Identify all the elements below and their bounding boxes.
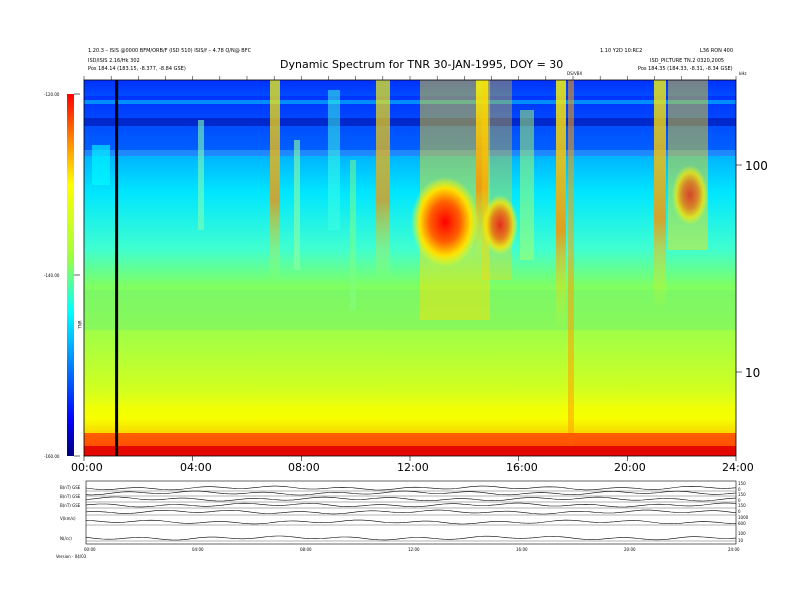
- x-tick-2400: 24:00: [722, 461, 754, 474]
- storm-hotspot: [411, 177, 479, 267]
- kp-x-tick-6: 24:00: [728, 547, 740, 552]
- kp-trace-3: [85, 502, 737, 508]
- key-parameter-panel: [85, 480, 737, 545]
- x-tick-1200: 12:00: [397, 461, 429, 474]
- kp-x-tick-2: 08:00: [300, 547, 312, 552]
- x-tick-0800: 08:00: [288, 461, 320, 474]
- kp-x-tick-4: 16:00: [516, 547, 528, 552]
- kp-right-tick-5: 150: [738, 503, 746, 508]
- colorbar-tick-bottom: -160.00: [44, 454, 60, 459]
- kp-right-tick-3: 150: [738, 492, 746, 497]
- x-tick-0000: 00:00: [71, 461, 103, 474]
- kp-trace-0: [85, 485, 737, 491]
- kp-right-tick-4: 0: [738, 498, 741, 503]
- y-tick-10: 10: [745, 366, 761, 380]
- kp-right-tick-6: 0: [738, 509, 741, 514]
- kHz-label: kHz: [739, 71, 747, 76]
- kp-x-tick-0: 00:00: [84, 547, 96, 552]
- x-axis-ticks: [83, 456, 737, 461]
- header-left-line2: ISD/ISIS 2.16/Hk 302: [88, 58, 140, 64]
- kp-row-label-3: B(nT) GSE: [60, 503, 81, 508]
- kp-trace-6: [85, 535, 737, 541]
- kp-right-tick-2: 0: [738, 487, 741, 492]
- kp-x-tick-5: 20:00: [624, 547, 636, 552]
- kp-right-tick-10: 10: [738, 538, 744, 543]
- kp-row-label-6: N(/cc): [60, 536, 72, 541]
- y-tick-100: 100: [745, 159, 768, 173]
- header-right-line2: L36 RON 400: [700, 48, 734, 54]
- header-left-line1: 1.20.3 – ISIS @0000 BFM/ORB/F (ISD 510) …: [88, 48, 252, 54]
- x-tick-1600: 16:00: [506, 461, 538, 474]
- kp-right-tick-9: 100: [738, 531, 746, 536]
- kp-trace-4: [85, 509, 737, 515]
- colorbar-tick-top: -120.00: [44, 92, 60, 97]
- center-mark-label: DS/VBX: [567, 71, 583, 76]
- kp-right-tick-1: 150: [738, 481, 746, 486]
- x-tick-2000: 20:00: [614, 461, 646, 474]
- header-right-line4: Pos 184.35 (184.33, -8.31, -8.34 GSE): [638, 66, 733, 72]
- kp-right-tick-7: 1000: [738, 515, 749, 520]
- kp-row-label-1: B(nT) GSE: [60, 485, 81, 490]
- kp-x-tick-1: 04:00: [192, 547, 204, 552]
- x-tick-0400: 04:00: [180, 461, 212, 474]
- kp-right-tick-8: 600: [738, 521, 746, 526]
- colorbar: [67, 94, 74, 456]
- spectrogram-heatmap: [84, 80, 736, 456]
- kp-trace-2: [85, 496, 737, 502]
- colorbar-tick-mid: -140.00: [44, 273, 60, 278]
- kp-x-tick-3: 12:00: [408, 547, 420, 552]
- kp-trace-5: [85, 519, 737, 525]
- header-right-line1: 1.10 Y2D 10:RC2: [600, 48, 643, 54]
- top-tick-marks: [83, 76, 737, 80]
- kp-row-label-2: B(nT) GSE: [60, 494, 81, 499]
- kp-trace-1: [85, 490, 737, 496]
- chart-title: Dynamic Spectrum for TNR 30-JAN-1995, DO…: [280, 58, 564, 71]
- header-left-line3: Pos 184.14 (183.15, -8.377, -8.84 GSE): [88, 66, 186, 72]
- kp-row-label-4: V(km/s): [60, 516, 76, 521]
- kp-footer: Version - 04/03: [56, 554, 87, 559]
- header-right-line3: ISD_PICTURE TN.2 0320,2005: [650, 58, 725, 64]
- colorbar-label: TNR: [77, 320, 83, 329]
